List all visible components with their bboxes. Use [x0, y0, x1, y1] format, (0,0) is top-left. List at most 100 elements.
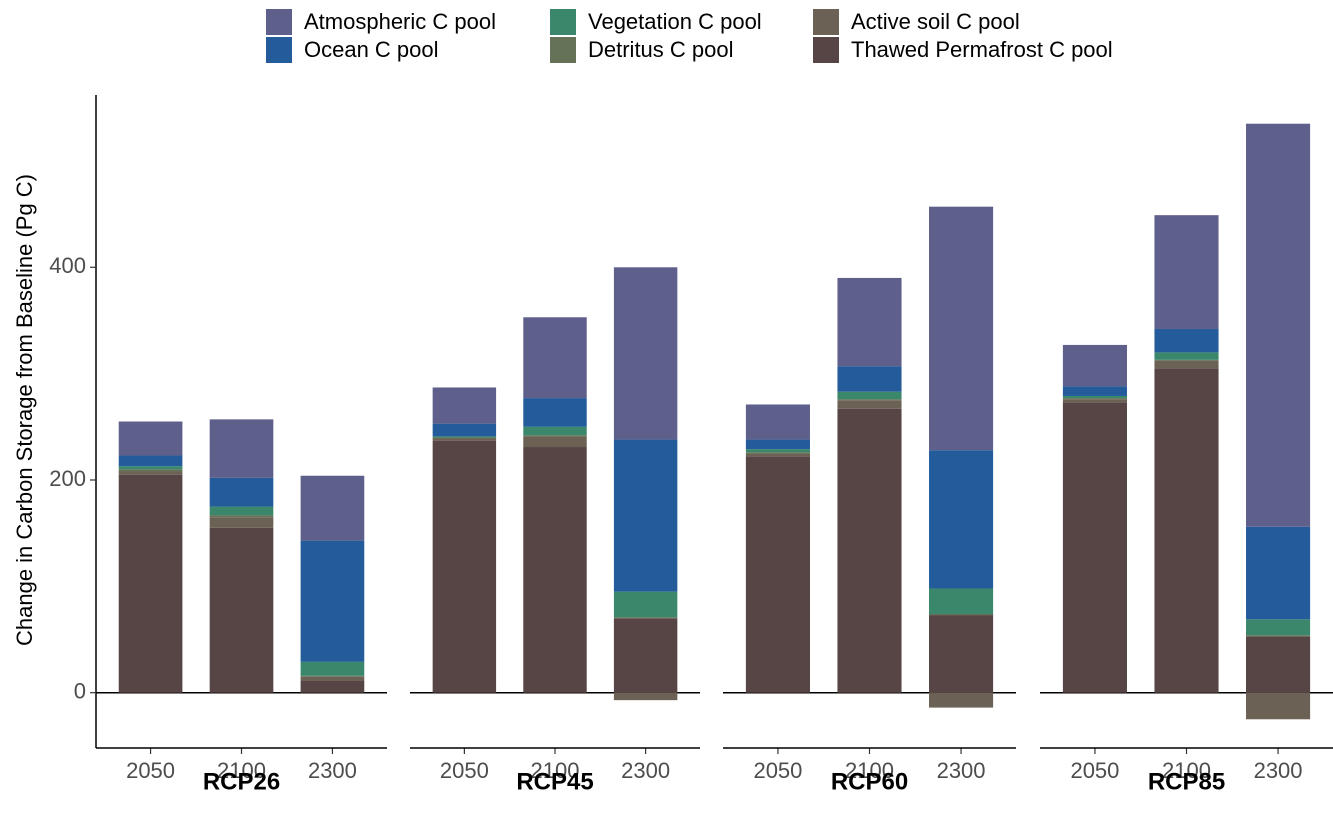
bar-segment	[523, 317, 587, 399]
bar-segment	[118, 474, 183, 693]
bar-segment	[209, 419, 274, 478]
bar-segment	[1154, 359, 1219, 361]
bar-segment	[1246, 692, 1311, 720]
y-axis-label: Change in Carbon Storage from Baseline (…	[12, 174, 37, 646]
bar-segment	[837, 400, 902, 409]
x-tick-label: 2100	[217, 758, 266, 783]
bar-segment	[523, 426, 587, 436]
legend-label: Active soil C pool	[851, 9, 1020, 34]
bar-segment	[432, 436, 497, 438]
x-tick-label: 2100	[531, 758, 580, 783]
bar-segment	[613, 591, 678, 618]
panel-title: RCP45	[516, 768, 593, 795]
bar-segment	[118, 469, 183, 472]
x-tick-label: 2050	[126, 758, 175, 783]
bar-segment	[837, 408, 902, 693]
bar-segment	[1154, 352, 1219, 360]
bar-segment	[300, 540, 365, 662]
bar-segment	[929, 450, 994, 589]
bar-segment	[1062, 395, 1127, 399]
bar-segment	[745, 449, 810, 453]
bar-segment	[300, 675, 365, 677]
bar-segment	[929, 588, 994, 614]
bar-segment	[613, 439, 678, 592]
bar-segment	[209, 477, 274, 507]
bar-segment	[118, 471, 183, 475]
y-tick-label: 200	[49, 466, 86, 491]
bar-segment	[523, 447, 587, 693]
bar-segment	[300, 680, 365, 693]
bar-segment	[1246, 636, 1311, 693]
bar-segment	[929, 613, 994, 616]
bar-segment	[837, 391, 902, 400]
legend-key	[550, 37, 576, 63]
bar-segment	[1062, 386, 1127, 396]
bar-segment	[209, 506, 274, 516]
legend-label: Thawed Permafrost C pool	[851, 37, 1113, 62]
bar-segment	[300, 676, 365, 681]
bar-segment	[929, 206, 994, 451]
bar-segment	[1154, 368, 1219, 693]
bar-segment	[1154, 328, 1219, 353]
bar-segment	[1246, 619, 1311, 636]
bar-segment	[1062, 344, 1127, 387]
bar-segment	[523, 398, 587, 427]
y-tick-label: 400	[49, 253, 86, 278]
bar-segment	[1246, 635, 1311, 637]
bar-segment	[613, 267, 678, 440]
bar-segment	[1246, 123, 1311, 527]
legend-key	[813, 37, 839, 63]
legend-key	[266, 37, 292, 63]
bar-segment	[745, 452, 810, 454]
legend-key	[813, 9, 839, 35]
bar-segment	[1062, 402, 1127, 693]
bar-segment	[300, 661, 365, 676]
bar-segment	[745, 456, 810, 693]
panel-title: RCP85	[1148, 768, 1225, 795]
bar-segment	[523, 436, 587, 448]
bar-segment	[837, 399, 902, 401]
bar-segment	[1154, 360, 1219, 369]
bar-segment	[300, 475, 365, 541]
x-tick-label: 2050	[440, 758, 489, 783]
legend-label: Vegetation C pool	[588, 9, 762, 34]
bar-segment	[745, 404, 810, 440]
bar-segment	[209, 517, 274, 528]
bar-segment	[432, 387, 497, 424]
legend-label: Atmospheric C pool	[304, 9, 496, 34]
bar-segment	[745, 453, 810, 457]
x-tick-label: 2300	[308, 758, 357, 783]
panel-title: RCP26	[203, 768, 280, 795]
legend-label: Ocean C pool	[304, 37, 439, 62]
bar-segment	[1062, 398, 1127, 400]
bar-segment	[118, 455, 183, 467]
x-tick-label: 2300	[937, 758, 986, 783]
bar-segment	[1154, 215, 1219, 329]
bar-segment	[613, 692, 678, 701]
bar-segment	[432, 423, 497, 437]
bar-segment	[745, 439, 810, 450]
bar-segment	[118, 421, 183, 456]
bar-segment	[929, 692, 994, 708]
bar-segment	[523, 435, 587, 437]
bar-segment	[613, 618, 678, 693]
x-tick-label: 2100	[1162, 758, 1211, 783]
x-tick-label: 2050	[753, 758, 802, 783]
x-tick-label: 2050	[1070, 758, 1119, 783]
x-tick-label: 2100	[845, 758, 894, 783]
bar-segment	[1246, 526, 1311, 620]
bar-segment	[209, 515, 274, 518]
bar-segment	[432, 438, 497, 441]
panel-title: RCP60	[831, 768, 908, 795]
x-tick-label: 2300	[621, 758, 670, 783]
bar-segment	[432, 440, 497, 693]
bar-segment	[1062, 399, 1127, 403]
bar-segment	[432, 437, 497, 439]
legend-key	[266, 9, 292, 35]
bar-segment	[837, 277, 902, 367]
bar-segment	[118, 466, 183, 470]
x-tick-label: 2300	[1254, 758, 1303, 783]
bar-segment	[209, 527, 274, 693]
bar-segment	[613, 617, 678, 619]
